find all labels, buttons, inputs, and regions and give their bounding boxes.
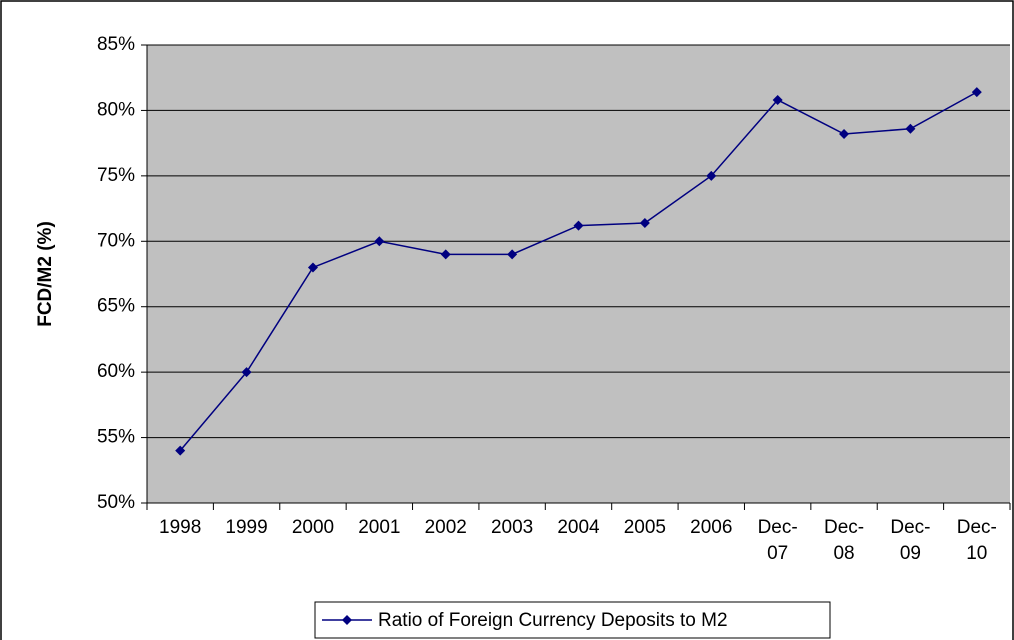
x-tick-label: Dec-09 — [890, 517, 931, 564]
y-tick-label: 50% — [97, 492, 135, 513]
data-point — [905, 123, 916, 134]
y-tick-label: 55% — [97, 427, 135, 448]
data-point — [772, 94, 783, 105]
data-point — [639, 217, 650, 228]
data-point — [307, 262, 318, 273]
x-tick-label: Dec-10 — [956, 517, 997, 564]
data-point — [241, 367, 252, 378]
data-point — [706, 170, 717, 181]
legend-label: Ratio of Foreign Currency Deposits to M2 — [378, 610, 728, 631]
x-tick-label: 2004 — [557, 517, 600, 538]
y-axis-label: FCD/M2 (%) — [35, 221, 56, 327]
x-tick-label: 2000 — [291, 517, 335, 538]
y-tick-label: 60% — [97, 361, 135, 382]
x-tick-label: 1998 — [159, 517, 202, 538]
plot-area — [147, 45, 1010, 503]
x-tick-label: 2005 — [623, 517, 667, 538]
y-tick-label: 65% — [97, 296, 135, 317]
data-point — [573, 220, 584, 231]
x-tick-label: Dec-08 — [823, 517, 865, 564]
x-tick-label: 2006 — [690, 517, 733, 538]
y-tick-label: 75% — [97, 165, 135, 186]
data-point — [440, 249, 451, 260]
legend-marker — [342, 615, 352, 625]
x-tick-label: 2001 — [358, 517, 401, 538]
data-point — [175, 445, 186, 456]
data-point — [971, 87, 982, 98]
x-tick-label: Dec-07 — [757, 517, 798, 564]
x-tick-label: 2003 — [490, 517, 534, 538]
data-point — [374, 236, 385, 247]
legend-box — [314, 601, 831, 639]
y-tick-label: 70% — [97, 230, 135, 251]
x-tick-label: 1999 — [225, 517, 268, 538]
data-point — [839, 128, 850, 139]
y-tick-label: 80% — [97, 99, 135, 120]
x-tick-label: 2002 — [424, 517, 467, 538]
y-tick-label: 85% — [97, 34, 135, 55]
data-point — [507, 249, 518, 260]
